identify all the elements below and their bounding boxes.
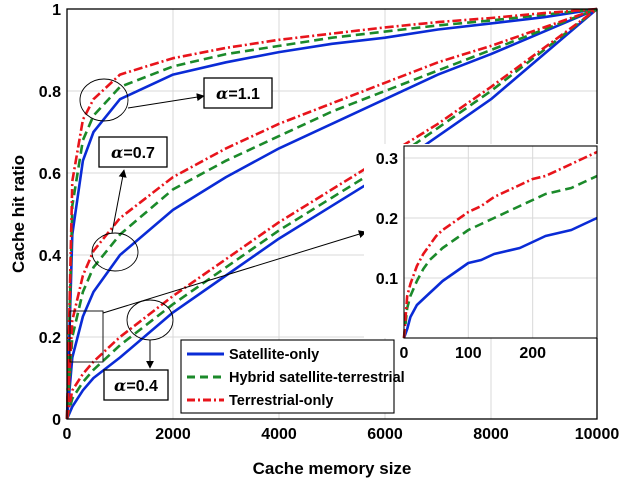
ellipse-alpha-0-7	[91, 232, 139, 272]
annotation-labels: α=1.1 α=0.7 α=0.4	[98, 77, 273, 401]
legend-label-terrestrial: Terrestrial-only	[229, 393, 334, 409]
x-axis-label: Cache memory size	[253, 459, 412, 478]
series-line-satellite-alpha-1-1	[65, 7, 598, 420]
series-line-hybrid-alpha-1-1	[65, 7, 598, 420]
y-tick-label: 0.2	[39, 330, 61, 347]
x-tick-label: 4000	[261, 426, 297, 443]
x-tick-label: 6000	[367, 426, 403, 443]
svg-text:α=0.4: α=0.4	[114, 376, 158, 395]
series-line-terrestrial-alpha-1-1	[65, 7, 598, 420]
label-alpha-1-1: α=1.1	[203, 77, 273, 109]
inset-series-line-satellite	[402, 216, 598, 339]
inset-x-tick-label: 200	[519, 345, 546, 362]
svg-text:α=0.7: α=0.7	[111, 143, 155, 162]
annotation-shapes	[69, 78, 174, 363]
inset-y-tick-label: 0.2	[376, 211, 398, 228]
inset-series-line-terrestrial	[402, 150, 598, 339]
arrow-to-inset	[102, 230, 367, 314]
y-axis-label: Cache hit ratio	[9, 155, 28, 273]
x-tick-label: 10000	[575, 426, 620, 443]
zoom-region-box	[69, 310, 104, 363]
inset-background	[364, 144, 600, 338]
x-tick-label: 0	[63, 426, 72, 443]
legend-label-hybrid: Hybrid satellite-terrestrial	[229, 370, 405, 386]
svg-text:α=1.1: α=1.1	[216, 84, 260, 103]
series-line-terrestrial-alpha-0-4	[65, 7, 598, 420]
inset-chart: 0 100 200 0.1 0.2 0.3	[364, 144, 600, 362]
label-alpha-0-4: α=0.4	[103, 369, 169, 401]
series-line-hybrid-alpha-0-7	[65, 7, 598, 420]
inset-series-layer	[402, 150, 598, 339]
y-tick-label: 1	[52, 2, 61, 19]
y-tick-label: 0.4	[39, 248, 61, 265]
inset-frame	[403, 145, 598, 339]
x-tick-label: 2000	[155, 426, 191, 443]
y-tick-label: 0	[52, 412, 61, 429]
y-tick-label: 0.8	[39, 84, 61, 101]
series-layer	[65, 7, 598, 420]
arrow-alpha-1-1	[127, 93, 205, 109]
inset-y-tick-label: 0.3	[376, 151, 398, 168]
series-line-satellite-alpha-0-7	[65, 7, 598, 420]
inset-x-tick-label: 100	[455, 345, 482, 362]
y-tick-label: 0.6	[39, 166, 61, 183]
annotation-arrows	[102, 93, 367, 369]
arrow-alpha-0-7	[111, 169, 127, 234]
series-line-satellite-alpha-0-4	[65, 8, 598, 420]
label-alpha-0-7: α=0.7	[98, 136, 168, 168]
series-line-hybrid-alpha-0-4	[65, 7, 598, 420]
legend-label-satellite: Satellite-only	[229, 347, 319, 363]
inset-series-line-hybrid	[402, 174, 598, 339]
legend: Satellite-only Hybrid satellite-terrestr…	[180, 339, 405, 414]
x-tick-label: 8000	[473, 426, 509, 443]
inset-tick-labels: 0 100 200 0.1 0.2 0.3	[376, 151, 546, 362]
series-line-terrestrial-alpha-0-7	[65, 7, 598, 420]
ellipse-alpha-1-1	[79, 78, 129, 122]
inset-y-tick-label: 0.1	[376, 271, 398, 288]
inset-x-tick-label: 0	[400, 345, 409, 362]
